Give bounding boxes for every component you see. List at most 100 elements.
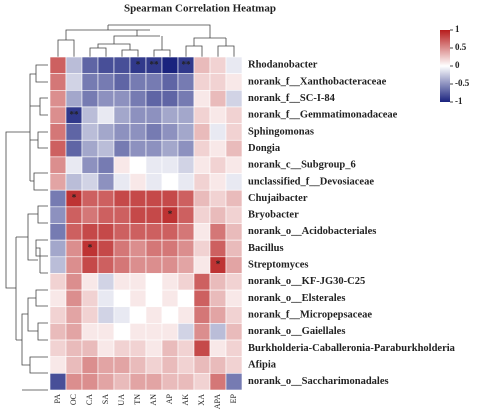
cell	[225, 356, 243, 374]
row-label: norank_o__Elsterales	[248, 293, 345, 304]
cell	[161, 289, 179, 308]
cell	[193, 373, 211, 391]
cell	[209, 273, 227, 291]
cell	[145, 156, 163, 174]
cell	[65, 306, 83, 324]
cell	[225, 223, 243, 241]
cell	[193, 189, 211, 208]
cell	[97, 139, 115, 158]
cell	[161, 156, 179, 174]
cell	[209, 90, 227, 108]
cell	[145, 223, 163, 241]
row-label: norank_o__Gaiellales	[248, 326, 345, 337]
row-label: Chujaibacter	[248, 193, 308, 204]
cell	[129, 223, 147, 241]
cell	[177, 189, 195, 208]
cell	[65, 173, 83, 191]
cell	[97, 256, 115, 274]
cell	[113, 289, 131, 308]
cell	[145, 73, 163, 91]
cell	[193, 106, 211, 124]
cell	[145, 356, 163, 374]
cell	[49, 123, 67, 141]
column-label: TN	[133, 394, 142, 405]
cell	[49, 373, 67, 391]
cell	[129, 106, 147, 124]
cell	[129, 273, 147, 291]
cell	[177, 173, 195, 191]
cell	[81, 306, 99, 324]
cell	[145, 173, 163, 191]
cell	[209, 156, 227, 174]
cell	[145, 323, 163, 341]
cell	[225, 106, 243, 124]
cell	[81, 339, 99, 357]
cell	[129, 356, 147, 374]
column-label: SA	[101, 394, 110, 404]
cell	[97, 289, 115, 308]
cell	[145, 189, 163, 208]
cell	[177, 239, 195, 258]
cell	[97, 323, 115, 341]
cell	[161, 373, 179, 391]
cell	[65, 373, 83, 391]
cell	[225, 156, 243, 174]
cell	[129, 189, 147, 208]
cell	[65, 273, 83, 291]
cell	[113, 323, 131, 341]
cell	[177, 106, 195, 124]
cell	[129, 206, 147, 224]
chart-title: Spearman Correlation Heatmap	[124, 3, 276, 15]
cell	[225, 323, 243, 341]
cell	[97, 239, 115, 258]
cell	[65, 339, 83, 357]
cell	[209, 339, 227, 357]
cell	[81, 289, 99, 308]
cell	[225, 123, 243, 141]
cell	[49, 206, 67, 224]
cell	[97, 189, 115, 208]
cell	[161, 90, 179, 108]
cell	[145, 306, 163, 324]
cell	[209, 189, 227, 208]
cell	[113, 106, 131, 124]
cell	[97, 156, 115, 174]
cell	[209, 239, 227, 258]
cell	[177, 373, 195, 391]
cell	[49, 289, 67, 308]
cell	[113, 373, 131, 391]
column-label: AN	[149, 394, 158, 406]
cell	[49, 106, 67, 124]
cell	[161, 273, 179, 291]
cell	[65, 223, 83, 241]
cell	[113, 123, 131, 141]
cell	[193, 223, 211, 241]
cell	[49, 73, 67, 91]
cell	[49, 156, 67, 174]
cell	[145, 206, 163, 224]
cell	[145, 373, 163, 391]
cell	[193, 239, 211, 258]
cell	[145, 289, 163, 308]
cell	[129, 289, 147, 308]
row-label: Streptomyces	[248, 260, 308, 271]
significance-mark: **	[182, 59, 192, 69]
cell	[97, 123, 115, 141]
cell	[193, 289, 211, 308]
significance-mark: *	[168, 209, 173, 219]
cell	[193, 356, 211, 374]
cell	[81, 56, 99, 74]
cell	[81, 156, 99, 174]
cell	[225, 306, 243, 324]
cell	[49, 223, 67, 241]
cell	[177, 73, 195, 91]
cell	[225, 373, 243, 391]
row-label: norank_o__KF-JG30-C25	[248, 276, 365, 287]
column-label: UA	[117, 394, 126, 406]
cell	[177, 289, 195, 308]
cell	[81, 373, 99, 391]
cell	[193, 56, 211, 74]
cell	[209, 289, 227, 308]
cell	[81, 123, 99, 141]
cell	[209, 139, 227, 158]
